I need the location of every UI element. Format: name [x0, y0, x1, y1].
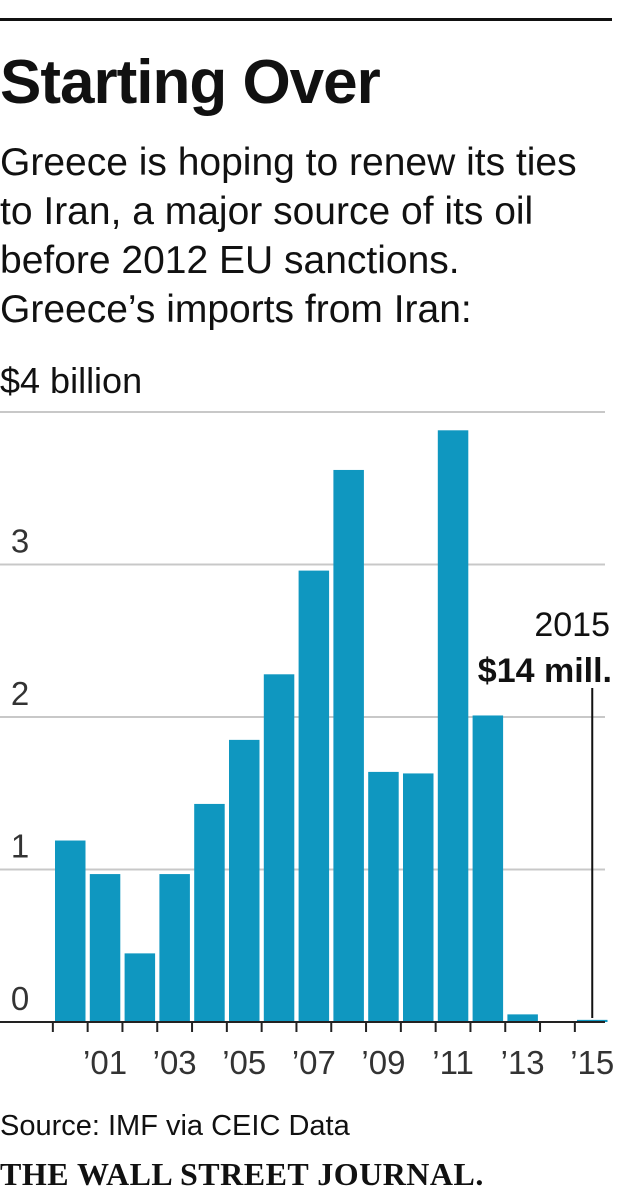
- y-tick-label-2: 2: [11, 675, 29, 712]
- bar-2009: [368, 771, 399, 1022]
- wsj-logo: THE WALL STREET JOURNAL.: [0, 1156, 484, 1192]
- x-tick-label-2001: ’01: [83, 1044, 127, 1081]
- x-tick-label-2009: ’09: [361, 1044, 405, 1081]
- bar-chart: 0 1 2 3 ’01 ’03 ’05 ’07 ’09 ’11 ’13 ’15 2015 $14 mi…: [0, 411, 614, 1081]
- annotation-year-label: 2015: [534, 606, 610, 644]
- chart-title: Starting Over: [0, 48, 381, 117]
- bar-2011: [437, 430, 469, 1022]
- bar-2013: [507, 1014, 538, 1022]
- bar-2012: [472, 715, 504, 1022]
- bar-2002: [124, 953, 156, 1022]
- y-axis-unit-label: $4 billion: [0, 360, 143, 401]
- chart-subtitle: Greece is hoping to renew its ties to Ir…: [0, 141, 577, 331]
- y-tick-label-0: 0: [11, 980, 29, 1017]
- bar-2004: [194, 803, 225, 1022]
- bar-2015: [577, 1019, 608, 1022]
- bar-2006: [263, 674, 295, 1022]
- y-tick-label-1: 1: [11, 828, 29, 865]
- x-tick-label-2007: ’07: [292, 1044, 336, 1081]
- y-tick-labels: 0 1 2 3: [11, 523, 29, 1018]
- x-tick-label-2013: ’13: [501, 1044, 545, 1081]
- bar-2007: [298, 570, 330, 1022]
- x-tick-label-2003: ’03: [153, 1044, 197, 1081]
- bar-2005: [229, 739, 260, 1022]
- bar-2010: [403, 773, 434, 1022]
- x-tick-label-2011: ’11: [432, 1044, 474, 1081]
- bar-2001: [89, 874, 121, 1022]
- top-rule: [0, 18, 612, 21]
- bar-2000: [55, 840, 86, 1022]
- y-tick-label-3: 3: [11, 523, 29, 560]
- bar-2003: [159, 874, 190, 1022]
- bar-2008: [333, 469, 364, 1022]
- source-note: Source: IMF via CEIC Data: [0, 1110, 350, 1142]
- x-tick-label-2015: ’15: [570, 1044, 614, 1081]
- annotation-2015: 2015 $14 mill.: [478, 606, 612, 1018]
- annotation-value-label: $14 mill.: [478, 652, 612, 690]
- x-tick-label-2005: ’05: [222, 1044, 266, 1081]
- bars: [55, 430, 608, 1022]
- x-axis: ’01 ’03 ’05 ’07 ’09 ’11 ’13 ’15: [0, 1021, 614, 1081]
